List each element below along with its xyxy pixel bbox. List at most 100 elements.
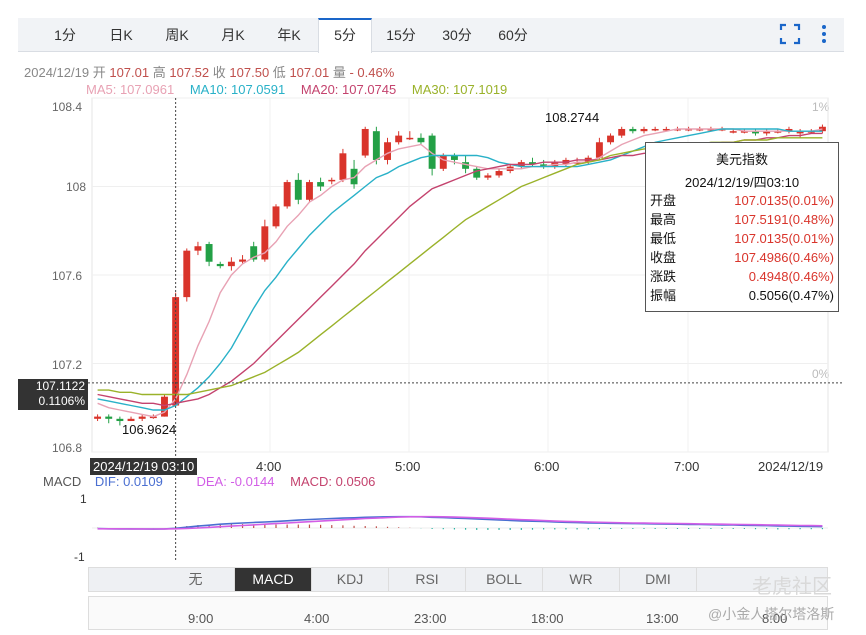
tooltip-title: 美元指数 — [715, 152, 768, 167]
nav-label: 8:00 — [762, 611, 788, 626]
tab-year-k[interactable]: 年K — [277, 27, 301, 43]
crosshair-price-label: 107.1122 0.1106% — [18, 379, 88, 410]
indicator-tab-macd[interactable]: MACD — [235, 568, 312, 591]
quote-date: 2024/12/19 — [24, 65, 90, 80]
x-tick-6: 6:00 — [534, 459, 560, 474]
watermark-author: @小金人塔尔塔洛斯 — [708, 606, 835, 622]
tab-month-k[interactable]: 月K — [221, 27, 245, 43]
candle-body — [696, 128, 704, 131]
nav-label: 4:00 — [304, 611, 330, 626]
candle-body — [417, 137, 425, 143]
macd-tick-1: 1 — [80, 492, 87, 506]
candle-body — [384, 142, 391, 160]
fullscreen-icon[interactable] — [778, 22, 802, 46]
candle-body — [729, 131, 737, 133]
candle-body — [317, 182, 325, 187]
indicator-tab-none[interactable]: 无 — [157, 568, 235, 591]
low-value: 107.01 — [289, 65, 330, 80]
ma-line-ma5 — [97, 128, 823, 418]
candle-body — [294, 179, 302, 200]
close-label: 收 — [212, 65, 226, 80]
candle-body — [640, 128, 648, 132]
x-tick-4: 4:00 — [256, 459, 282, 474]
nav-label: 18:00 — [531, 611, 564, 626]
candle-body — [473, 168, 481, 178]
candle-body — [752, 131, 759, 134]
tab-60min[interactable]: 60分 — [498, 27, 528, 43]
tooltip-label: 收盘 — [650, 250, 677, 265]
candle-body — [740, 131, 748, 133]
candle-body — [796, 131, 804, 134]
tab-15min[interactable]: 15分 — [386, 27, 416, 43]
candle-body — [439, 155, 447, 169]
tooltip-label: 振幅 — [650, 288, 677, 303]
macd-name: MACD — [43, 474, 82, 489]
tab-30min[interactable]: 30分 — [442, 27, 472, 43]
candle-body — [261, 226, 269, 260]
candle-body — [450, 155, 458, 160]
min-price-label: 106.9624 — [122, 422, 177, 437]
tooltip-row-close: 收盘 107.4986(0.46%) — [646, 248, 838, 267]
y-tick-107.6: 107.6 — [52, 269, 83, 283]
tooltip-label: 涨跌 — [650, 269, 677, 284]
tooltip-value: 107.0135(0.01%) — [734, 193, 834, 208]
more-vertical-icon[interactable] — [812, 22, 836, 46]
candle-body — [216, 263, 224, 267]
time-navigator[interactable] — [88, 596, 828, 630]
macd-dea: DEA: -0.0144 — [196, 474, 275, 489]
indicator-tab-wr[interactable]: WR — [543, 568, 620, 591]
tab-day-k[interactable]: 日K — [109, 27, 133, 43]
candle-body — [227, 261, 235, 267]
tooltip-row-high: 最高 107.5191(0.48%) — [646, 210, 838, 229]
candle-body — [283, 182, 291, 207]
open-label: 开 — [92, 65, 106, 80]
candle-body — [183, 250, 191, 298]
period-tabbar: 1分 日K 周K 月K 年K 5分 15分 30分 60分 — [18, 18, 844, 53]
candle-body — [105, 416, 113, 419]
candle-body — [94, 416, 102, 419]
indicator-tab-dmi[interactable]: DMI — [620, 568, 697, 591]
candle-body — [629, 128, 637, 132]
candle-body — [685, 128, 693, 131]
candle-body — [372, 131, 380, 160]
open-value: 107.01 — [109, 65, 150, 80]
crosshair-price: 107.1122 — [35, 379, 85, 393]
low-label: 低 — [272, 65, 286, 80]
candle-body — [618, 128, 626, 136]
tooltip-row-change: 涨跌 0.4948(0.46%) — [646, 267, 838, 286]
crosshair-time-label: 2024/12/19 03:10 — [90, 458, 198, 475]
candle-body — [116, 418, 124, 422]
candle-body — [807, 131, 815, 133]
tab-1min[interactable]: 1分 — [54, 27, 76, 43]
candle-body — [305, 182, 313, 200]
tooltip-row-open: 开盘 107.0135(0.01%) — [646, 191, 838, 210]
x-tick-5: 5:00 — [395, 459, 421, 474]
candle-body — [350, 168, 358, 185]
candle-body — [250, 246, 258, 260]
high-value: 107.52 — [169, 65, 210, 80]
crosshair-pct: 0.1106% — [38, 394, 85, 408]
y-pct-0: 0% — [812, 367, 830, 381]
candle-body — [540, 164, 548, 167]
candle-body — [818, 126, 826, 132]
candle-body — [406, 137, 414, 140]
candle-body — [361, 128, 369, 156]
ma30-label: MA30: 107.1019 — [411, 82, 508, 97]
candle-body — [395, 135, 403, 143]
tooltip-value: 0.4948(0.46%) — [748, 269, 834, 284]
ma-line-ma10 — [97, 128, 823, 411]
indicator-tab-rsi[interactable]: RSI — [389, 568, 466, 591]
indicator-tab-boll[interactable]: BOLL — [466, 568, 543, 591]
candle-body — [127, 418, 135, 422]
tab-5min[interactable]: 5分 — [318, 18, 372, 53]
y-tick-107.2: 107.2 — [52, 358, 83, 372]
x-tick-end-date: 2024/12/19 — [758, 459, 824, 474]
tooltip-value: 0.5056(0.47%) — [748, 288, 834, 303]
tab-week-k[interactable]: 周K — [165, 27, 189, 43]
candle-body — [239, 259, 247, 262]
tooltip-row-amplitude: 振幅 0.5056(0.47%) — [646, 286, 838, 305]
candle-body — [718, 128, 726, 131]
tooltip-value: 107.0135(0.01%) — [734, 231, 834, 246]
indicator-tab-kdj[interactable]: KDJ — [312, 568, 389, 591]
